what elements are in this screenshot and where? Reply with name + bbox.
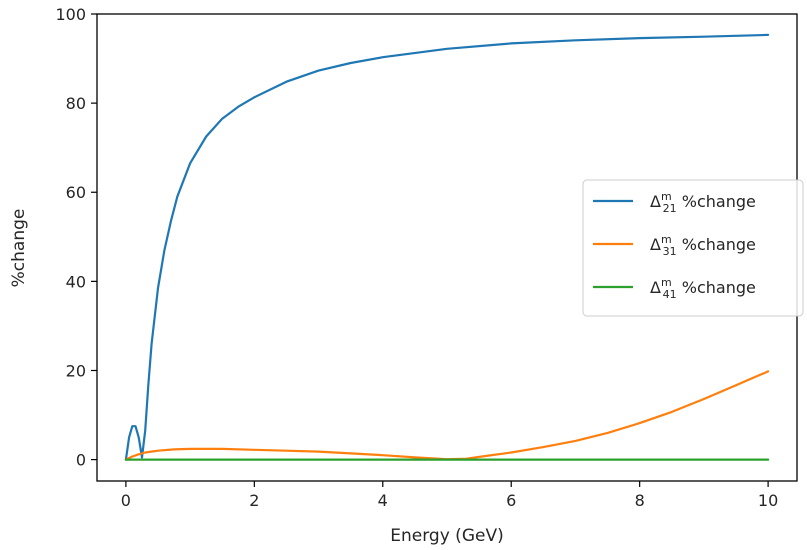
series-line-1 <box>124 33 770 461</box>
legend: Δm 21 %change Δm 31 %change Δm 41 %change <box>582 179 804 317</box>
legend-label-3: Δm 41 %change <box>650 276 756 301</box>
x-tick-label: 6 <box>506 491 516 510</box>
x-tick-label: 4 <box>378 491 388 510</box>
x-tick-label: 0 <box>121 491 131 510</box>
legend-frame <box>582 179 804 317</box>
legend-label-1: Δm 21 %change <box>650 190 756 215</box>
y-tick-label: 20 <box>66 361 86 380</box>
y-tick-label: 100 <box>55 5 86 24</box>
series-layer <box>124 33 770 461</box>
series-line-2 <box>124 370 770 461</box>
x-axis: 0 2 4 6 8 10 <box>121 481 778 510</box>
x-axis-label: Energy (GeV) <box>390 526 503 546</box>
x-tick-label: 10 <box>758 491 778 510</box>
y-tick-label: 0 <box>76 451 86 470</box>
x-tick-label: 2 <box>249 491 259 510</box>
y-axis: 0 20 40 60 80 100 <box>55 5 97 470</box>
y-tick-label: 60 <box>66 183 86 202</box>
y-axis-label: %change <box>9 209 29 288</box>
legend-label-2: Δm 31 %change <box>650 233 756 258</box>
x-tick-label: 8 <box>635 491 645 510</box>
y-tick-label: 80 <box>66 94 86 113</box>
y-tick-label: 40 <box>66 272 86 291</box>
